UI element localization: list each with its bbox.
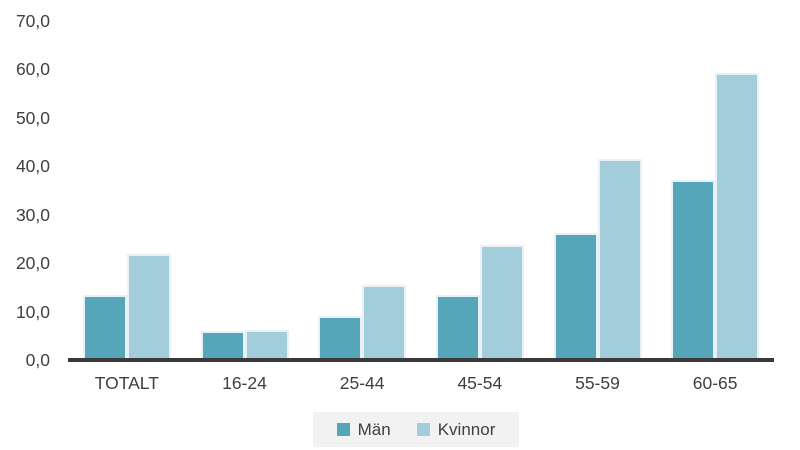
bar-män-55-59 — [553, 232, 598, 360]
bar-kvinnor-25-44 — [362, 284, 407, 360]
legend-item-women: Kvinnor — [416, 419, 496, 440]
bar-kvinnor-55-59 — [597, 158, 642, 360]
x-category-label: 25-44 — [339, 373, 385, 393]
legend: Män Kvinnor — [313, 412, 519, 447]
x-category-label: 45-54 — [457, 373, 503, 393]
x-category-label: 16-24 — [222, 373, 267, 393]
y-tick-label: 60,0 — [15, 59, 50, 80]
x-category-label: TOTALT — [94, 373, 159, 393]
y-tick-label: 50,0 — [15, 107, 50, 128]
bar-män-25-44 — [318, 315, 363, 360]
x-axis-line — [68, 358, 774, 362]
y-tick-label: 0,0 — [25, 350, 50, 370]
women-color-swatch — [416, 423, 430, 436]
x-category-label: 55-59 — [575, 373, 620, 393]
y-tick-label: 10,0 — [15, 301, 50, 322]
y-tick-label: 40,0 — [15, 156, 50, 177]
men-color-swatch — [336, 423, 350, 436]
x-category-label: 60-65 — [692, 373, 738, 393]
legend-label-men: Män — [357, 419, 391, 439]
bar-kvinnor-totalt — [126, 254, 171, 360]
bar-män-totalt — [82, 294, 127, 360]
bar-kvinnor-45-54 — [479, 245, 524, 360]
bar-kvinnor-16-24 — [244, 330, 289, 360]
y-tick-label: 30,0 — [15, 204, 50, 225]
bar-män-16-24 — [200, 330, 245, 360]
bar-män-45-54 — [435, 294, 480, 360]
bar-kvinnor-60-65 — [715, 72, 760, 360]
y-tick-label: 20,0 — [15, 253, 50, 274]
bar-män-60-65 — [671, 180, 716, 360]
legend-item-men: Män — [336, 419, 391, 440]
legend-label-women: Kvinnor — [437, 419, 496, 439]
y-tick-label: 70,0 — [15, 10, 50, 31]
